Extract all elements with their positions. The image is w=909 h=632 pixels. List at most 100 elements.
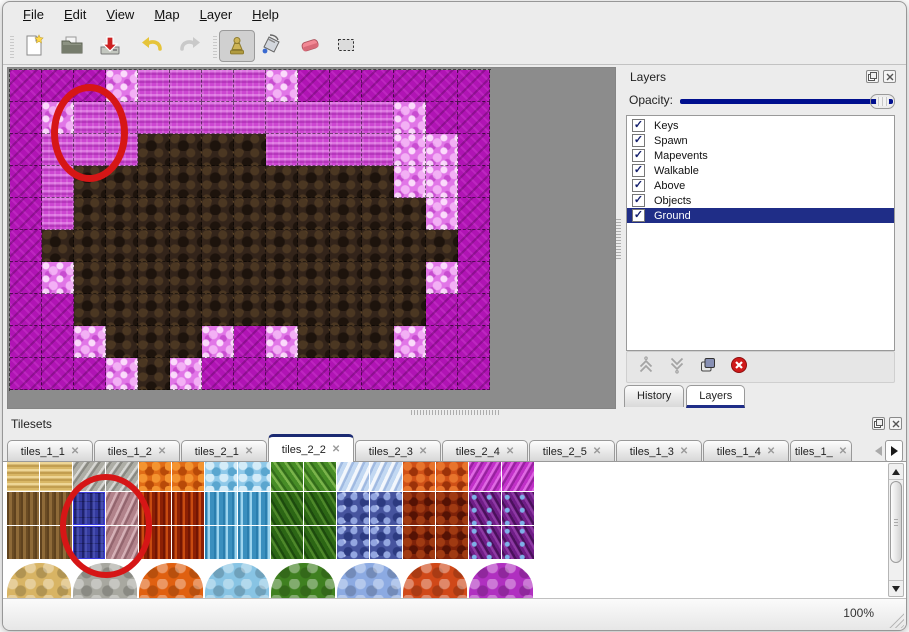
layer-row[interactable]: ✓ Ground <box>627 208 894 223</box>
map-tile[interactable] <box>458 134 490 166</box>
tileset-tab-tiles_2_3[interactable]: tiles_2_3 ✕ <box>355 440 441 462</box>
map-tile[interactable] <box>234 166 266 198</box>
stamp-brush-button[interactable] <box>219 30 255 62</box>
map-tile[interactable] <box>362 326 394 358</box>
delete-layer-button[interactable] <box>728 356 750 378</box>
map-tile[interactable] <box>298 102 330 134</box>
map-tile[interactable] <box>170 70 202 102</box>
map-tile[interactable] <box>42 70 74 102</box>
new-map-button[interactable] <box>17 30 51 60</box>
map-tile[interactable] <box>298 294 330 326</box>
map-tile[interactable] <box>106 326 138 358</box>
map-tile[interactable] <box>458 294 490 326</box>
map-tile[interactable] <box>234 294 266 326</box>
tileset-tile[interactable] <box>139 492 171 525</box>
tileset-tile[interactable] <box>436 526 468 559</box>
map-tile[interactable] <box>330 166 362 198</box>
map-tile[interactable] <box>266 358 298 390</box>
tileset-tab-tiles_1_1[interactable]: tiles_1_1 ✕ <box>7 440 93 462</box>
layer-row[interactable]: ✓ Above <box>627 178 894 193</box>
map-tile[interactable] <box>202 198 234 230</box>
tileset-tile[interactable] <box>238 492 270 525</box>
map-tile[interactable] <box>298 166 330 198</box>
map-tile[interactable] <box>362 294 394 326</box>
map-tile[interactable] <box>458 70 490 102</box>
map-tile[interactable] <box>330 102 362 134</box>
map-tile[interactable] <box>10 70 42 102</box>
close-tab-icon[interactable]: ✕ <box>244 446 254 457</box>
tileset-tile[interactable] <box>172 526 204 559</box>
tileset-tile[interactable] <box>205 492 237 525</box>
menu-view[interactable]: View <box>106 7 135 22</box>
map-tile[interactable] <box>426 262 458 294</box>
raise-layer-button[interactable] <box>635 355 657 378</box>
map-tile[interactable] <box>106 358 138 390</box>
map-tile[interactable] <box>106 70 138 102</box>
map-tile[interactable] <box>170 102 202 134</box>
tileset-tile[interactable] <box>304 462 336 491</box>
tileset-tile[interactable] <box>172 492 204 525</box>
layer-row[interactable]: ✓ Keys <box>627 118 894 133</box>
tileset-tile[interactable] <box>403 492 435 525</box>
map-tile[interactable] <box>394 230 426 262</box>
map-tile[interactable] <box>266 294 298 326</box>
map-tile[interactable] <box>426 230 458 262</box>
tileset-blob-row[interactable] <box>7 563 533 599</box>
tileset-tile[interactable] <box>40 462 72 491</box>
map-tile[interactable] <box>10 198 42 230</box>
close-tab-icon[interactable]: ✕ <box>331 444 341 455</box>
float-panel-icon[interactable] <box>872 417 885 430</box>
map-tile[interactable] <box>458 326 490 358</box>
map-tile[interactable] <box>202 230 234 262</box>
map-tile[interactable] <box>394 326 426 358</box>
map-tile[interactable] <box>394 198 426 230</box>
close-tab-icon[interactable]: ✕ <box>679 446 689 457</box>
map-tile[interactable] <box>266 134 298 166</box>
tileset-blob-tile[interactable] <box>139 563 203 599</box>
tileset-tile[interactable] <box>436 462 468 491</box>
map-tile[interactable] <box>106 102 138 134</box>
tileset-tile[interactable] <box>502 462 534 491</box>
map-tile[interactable] <box>202 262 234 294</box>
layer-visibility-checkbox[interactable]: ✓ <box>632 179 645 192</box>
map-tile[interactable] <box>74 262 106 294</box>
map-tile[interactable] <box>42 102 74 134</box>
map-tile[interactable] <box>458 198 490 230</box>
map-tile[interactable] <box>298 70 330 102</box>
map-tile[interactable] <box>426 134 458 166</box>
map-tile[interactable] <box>170 326 202 358</box>
map-tile[interactable] <box>458 262 490 294</box>
map-tile[interactable] <box>330 294 362 326</box>
map-tile[interactable] <box>394 294 426 326</box>
tileset-blob-tile[interactable] <box>205 563 269 599</box>
layer-visibility-checkbox[interactable]: ✓ <box>632 209 645 222</box>
tileset-blob-tile[interactable] <box>337 563 401 599</box>
map-tile[interactable] <box>138 198 170 230</box>
tileset-tile[interactable] <box>469 492 501 525</box>
layer-visibility-checkbox[interactable]: ✓ <box>632 149 645 162</box>
lower-layer-button[interactable] <box>666 356 688 378</box>
tileset-tile[interactable] <box>502 492 534 525</box>
map-tile[interactable] <box>170 294 202 326</box>
map-tile[interactable] <box>394 358 426 390</box>
map-tile[interactable] <box>42 198 74 230</box>
map-tile[interactable] <box>202 358 234 390</box>
map-tile[interactable] <box>330 198 362 230</box>
opacity-slider-handle[interactable] <box>870 94 895 109</box>
map-tile[interactable] <box>138 70 170 102</box>
map-tile[interactable] <box>170 166 202 198</box>
map-tile[interactable] <box>362 70 394 102</box>
map-tile[interactable] <box>458 102 490 134</box>
tileset-tile[interactable] <box>337 462 369 491</box>
scroll-up-button[interactable] <box>889 464 903 480</box>
map-tile-grid[interactable] <box>9 69 491 391</box>
map-tile[interactable] <box>10 326 42 358</box>
map-tile[interactable] <box>10 230 42 262</box>
map-tile[interactable] <box>10 166 42 198</box>
map-tile[interactable] <box>426 166 458 198</box>
map-tile[interactable] <box>202 102 234 134</box>
map-tile[interactable] <box>234 134 266 166</box>
scroll-tabs-right-button[interactable] <box>885 440 903 462</box>
tileset-tile[interactable] <box>7 526 39 559</box>
map-tile[interactable] <box>298 134 330 166</box>
